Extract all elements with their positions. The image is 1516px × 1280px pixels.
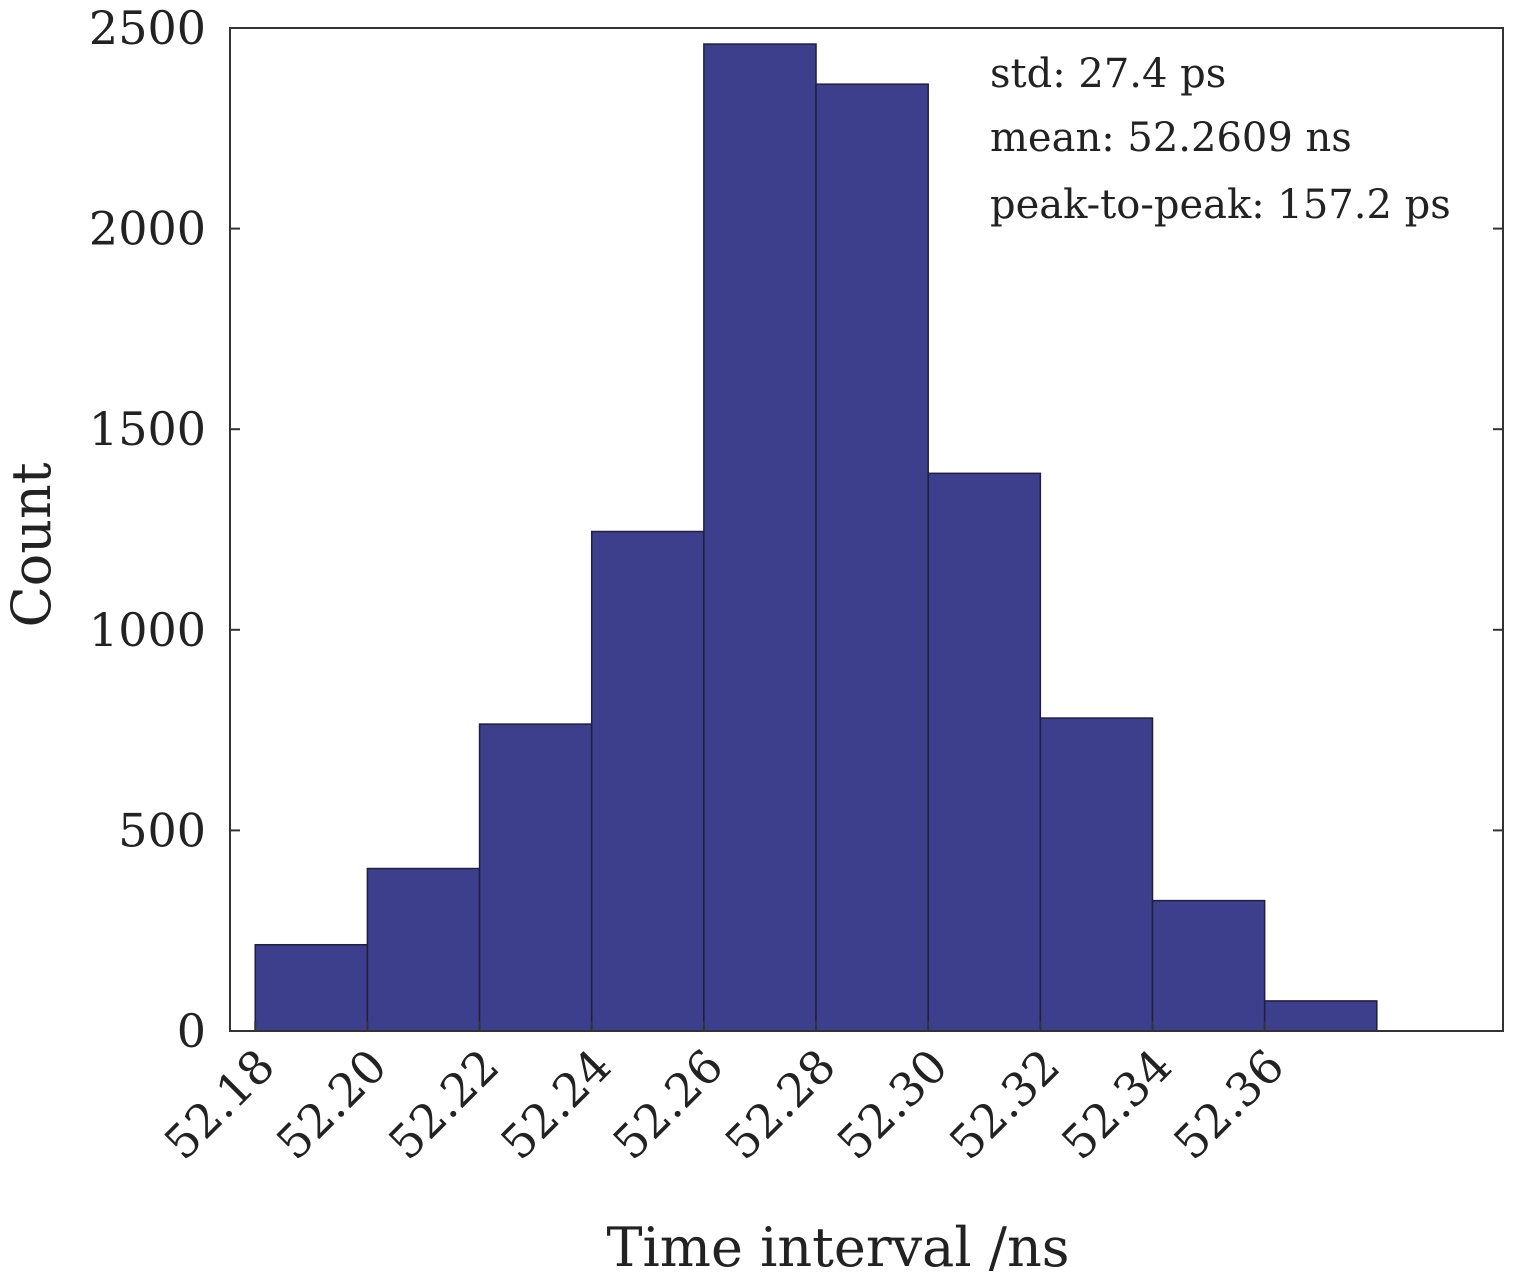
x-tick-label: 52.30 [827,1039,958,1170]
histogram-bar [703,43,817,1032]
histogram-bar [815,83,929,1032]
stats-annotation: std: 27.4 ps mean: 52.2609 ns peak-to-pe… [990,51,1451,228]
y-tick-label: 2000 [89,202,206,256]
y-ticks-group: 0 500 1000 1500 2000 2500 [89,1,1503,1058]
histogram-bar [366,867,481,1032]
y-tick-label: 500 [118,803,206,857]
histogram-bar [1039,717,1154,1032]
x-tick-label: 52.28 [714,1039,845,1170]
x-tick-label: 52.34 [1051,1039,1182,1170]
annotation-std: std: 27.4 ps [990,51,1226,97]
histogram-bar [1151,899,1266,1032]
histogram-bar [927,472,1042,1032]
x-tick-label: 52.26 [602,1039,733,1170]
histogram-bar [254,943,369,1032]
y-tick-label: 2500 [89,1,206,55]
axes-frame [229,27,1504,1032]
x-tick-label: 52.20 [266,1039,397,1170]
bars-group [254,43,1378,1032]
y-tick-label: 1500 [89,402,206,456]
x-tick-label: 52.24 [490,1039,621,1170]
histogram-bar [1263,1000,1378,1032]
y-tick-label: 1000 [89,603,206,657]
x-ticks-group: 52.1852.2052.2252.2452.2652.2852.3052.32… [154,1021,1294,1170]
annotation-mean: mean: 52.2609 ns [990,115,1352,161]
annotation-peak-to-peak: peak-to-peak: 157.2 ps [990,182,1451,228]
y-tick-label: 0 [177,1004,206,1058]
y-axis-title: Count [0,462,63,627]
x-tick-label: 52.18 [154,1039,285,1170]
x-tick-label: 52.36 [1163,1039,1294,1170]
histogram-bar [478,723,593,1032]
x-tick-label: 52.32 [939,1039,1070,1170]
histogram-bar [590,530,705,1032]
x-tick-label: 52.22 [378,1039,509,1170]
x-axis-title: Time interval /ns [607,1216,1070,1279]
